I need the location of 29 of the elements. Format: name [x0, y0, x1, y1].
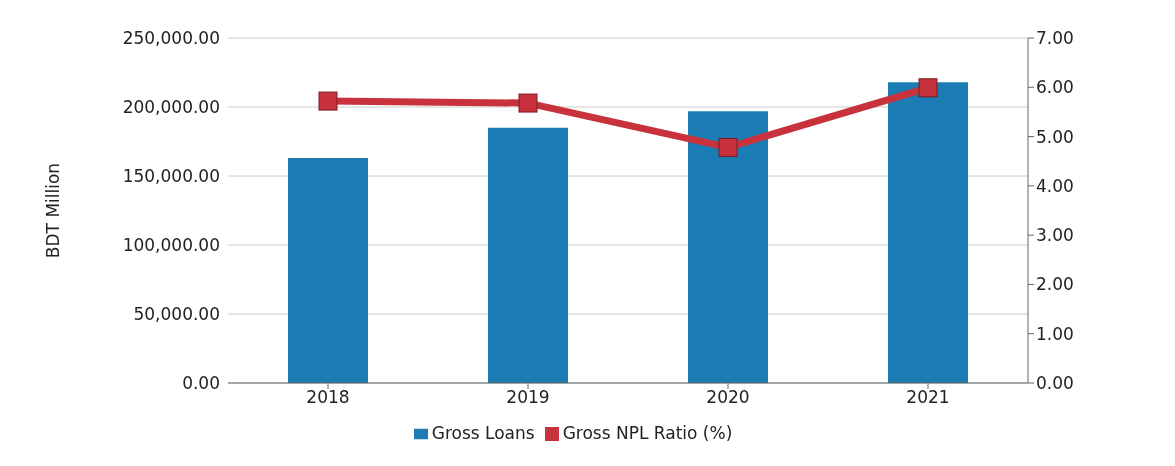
x-tick-label: 2020 [706, 387, 750, 408]
y-tick-label: 150,000.00 [122, 166, 220, 187]
legend-label: Gross Loans [431, 423, 535, 443]
x-tick-label: 2018 [306, 387, 350, 408]
point [918, 78, 938, 98]
x-tick-label: 2021 [906, 387, 950, 408]
bar [288, 158, 368, 383]
y2-tick-label: 5.00 [1036, 126, 1074, 147]
y2-tick-label: 6.00 [1036, 77, 1074, 98]
bar [488, 127, 568, 383]
x-tick-label: 2019 [506, 387, 550, 408]
point [318, 91, 338, 111]
y2-tick-label: 2.00 [1036, 274, 1074, 295]
y2-tick-label: 3.00 [1036, 225, 1074, 246]
y-tick-label: 250,000.00 [122, 28, 220, 49]
y-tick-label: 0.00 [182, 373, 220, 394]
y2-tick-label: 0.00 [1036, 373, 1074, 394]
y2-tick-label: 1.00 [1036, 323, 1074, 344]
bar [688, 111, 768, 383]
y-axis-title: BDT Million [43, 162, 64, 259]
y2-tick-label: 7.00 [1036, 28, 1074, 49]
y-tick-label: 200,000.00 [122, 97, 220, 118]
y-tick-label: 50,000.00 [133, 304, 220, 325]
point [718, 137, 738, 157]
y2-tick-label: 4.00 [1036, 175, 1074, 196]
y-tick-label: 100,000.00 [122, 235, 220, 256]
bar [888, 82, 968, 383]
point [518, 93, 538, 113]
legend-label: Gross NPL Ratio (%) [562, 423, 733, 443]
